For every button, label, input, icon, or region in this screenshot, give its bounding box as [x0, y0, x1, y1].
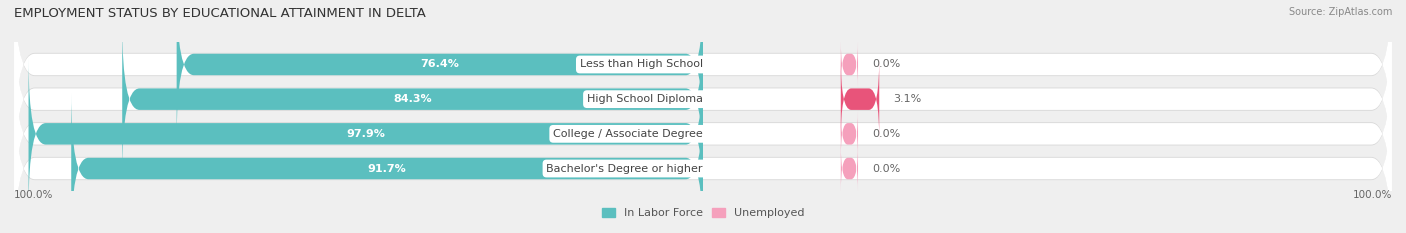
- Text: 76.4%: 76.4%: [420, 59, 460, 69]
- Text: Bachelor's Degree or higher: Bachelor's Degree or higher: [547, 164, 703, 174]
- FancyBboxPatch shape: [841, 41, 858, 88]
- FancyBboxPatch shape: [841, 145, 858, 192]
- Text: 100.0%: 100.0%: [1353, 190, 1392, 200]
- Text: Less than High School: Less than High School: [579, 59, 703, 69]
- FancyBboxPatch shape: [14, 76, 1392, 233]
- FancyBboxPatch shape: [14, 0, 1392, 157]
- FancyBboxPatch shape: [14, 0, 1392, 158]
- Text: Source: ZipAtlas.com: Source: ZipAtlas.com: [1288, 7, 1392, 17]
- FancyBboxPatch shape: [28, 58, 703, 210]
- Text: 3.1%: 3.1%: [893, 94, 921, 104]
- Text: 97.9%: 97.9%: [346, 129, 385, 139]
- Text: 0.0%: 0.0%: [872, 59, 900, 69]
- Text: 91.7%: 91.7%: [368, 164, 406, 174]
- FancyBboxPatch shape: [841, 58, 879, 140]
- Legend: In Labor Force, Unemployed: In Labor Force, Unemployed: [602, 208, 804, 218]
- Text: EMPLOYMENT STATUS BY EDUCATIONAL ATTAINMENT IN DELTA: EMPLOYMENT STATUS BY EDUCATIONAL ATTAINM…: [14, 7, 426, 20]
- FancyBboxPatch shape: [177, 0, 703, 140]
- Text: 0.0%: 0.0%: [872, 164, 900, 174]
- FancyBboxPatch shape: [841, 110, 858, 158]
- FancyBboxPatch shape: [122, 23, 703, 175]
- FancyBboxPatch shape: [14, 6, 1392, 192]
- FancyBboxPatch shape: [14, 41, 1392, 226]
- Text: College / Associate Degree: College / Associate Degree: [553, 129, 703, 139]
- FancyBboxPatch shape: [72, 93, 703, 233]
- FancyBboxPatch shape: [14, 7, 1392, 192]
- FancyBboxPatch shape: [14, 75, 1392, 233]
- Text: High School Diploma: High School Diploma: [586, 94, 703, 104]
- FancyBboxPatch shape: [14, 41, 1392, 227]
- Text: 84.3%: 84.3%: [394, 94, 432, 104]
- Text: 0.0%: 0.0%: [872, 129, 900, 139]
- Text: 100.0%: 100.0%: [14, 190, 53, 200]
